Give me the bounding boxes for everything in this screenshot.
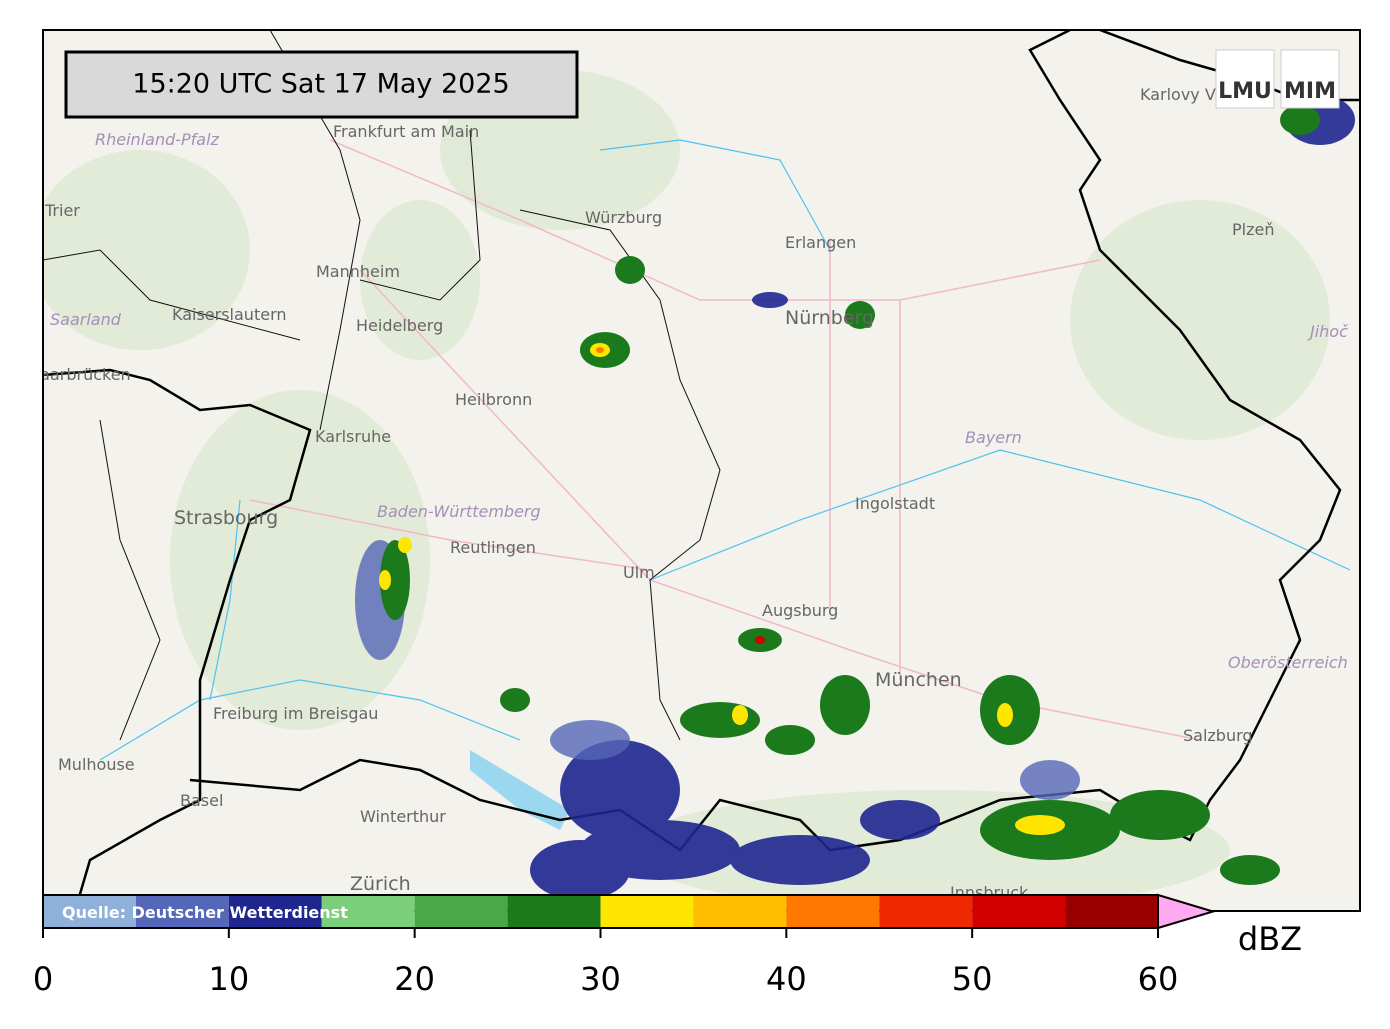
- colorbar-tick-label: 30: [580, 960, 621, 998]
- region-label: Bayern: [965, 428, 1022, 447]
- region-label: Saarland: [50, 310, 122, 329]
- place-labels: Frankfurt am Main Rheinland-Pfalz Trier …: [30, 85, 1349, 902]
- place-label: Zürich: [350, 873, 411, 895]
- place-label: Nürnberg: [785, 307, 874, 329]
- place-label: Strasbourg: [174, 507, 278, 529]
- colorbar-bin: [321, 895, 415, 928]
- place-label: Freiburg im Breisgau: [213, 704, 378, 723]
- place-label: Karlovy Vary: [1140, 85, 1240, 104]
- place-label: Karlsruhe: [315, 427, 391, 446]
- colorbar-tick-label: 20: [394, 960, 435, 998]
- timestamp-box: [64, 50, 579, 119]
- place-label: Erlangen: [785, 233, 856, 252]
- place-label: Würzburg: [585, 208, 662, 227]
- colorbar-tick-label: 10: [208, 960, 249, 998]
- colorbar-tick-label: 60: [1138, 960, 1179, 998]
- region-label: Jihoč: [1307, 322, 1349, 341]
- source-label: Quelle: Deutscher Wetterdienst: [62, 903, 348, 922]
- colorbar-bin: [414, 895, 508, 928]
- colorbar: Quelle: Deutscher Wetterdienst 0 10 20 30 40 5…: [33, 893, 1302, 998]
- colorbar-bin: [786, 895, 880, 928]
- colorbar-bin: [879, 895, 973, 928]
- place-label: Heidelberg: [356, 316, 443, 335]
- place-label: München: [875, 669, 962, 691]
- place-label: Ingolstadt: [855, 494, 935, 513]
- colorbar-bin: [1065, 895, 1158, 928]
- colorbar-bin: [600, 895, 694, 928]
- colorbar-bin: [972, 895, 1066, 928]
- map-area: Frankfurt am Main Rheinland-Pfalz Trier …: [30, 30, 1360, 911]
- place-label: Ulm: [623, 563, 655, 582]
- colorbar-tick-label: 0: [33, 960, 53, 998]
- region-label: Oberösterreich: [1228, 653, 1348, 672]
- place-label: Mulhouse: [58, 755, 135, 774]
- colorbar-unit: dBZ: [1238, 920, 1302, 958]
- colorbar-bin: [507, 895, 601, 928]
- timestamp: 15:20 UTC Sat 17 May 2025: [132, 69, 509, 100]
- logo-box: [1215, 49, 1275, 109]
- place-label: Trier: [44, 201, 80, 220]
- colorbar-bin: [693, 895, 787, 928]
- place-label: Salzburg: [1183, 726, 1253, 745]
- place-label: Kaiserslautern: [172, 305, 287, 324]
- place-label: Reutlingen: [450, 538, 536, 557]
- place-label: Heilbronn: [455, 390, 532, 409]
- colorbar-bin: [228, 895, 322, 928]
- colorbar-bin: [43, 895, 136, 928]
- place-label: Plzeň: [1232, 220, 1274, 239]
- logo-box: [1280, 49, 1340, 109]
- colorbar-tick-label: 50: [952, 960, 993, 998]
- place-label: Basel: [180, 791, 223, 810]
- radar-echoes: [355, 95, 1355, 900]
- logo-text: LMU: [1218, 79, 1272, 104]
- colorbar-tick-label: 40: [766, 960, 807, 998]
- place-label: Saarbrücken: [30, 365, 131, 384]
- place-label: Winterthur: [360, 807, 446, 826]
- region-label: Baden-Württemberg: [377, 502, 541, 521]
- place-label: Augsburg: [762, 601, 838, 620]
- place-label: Frankfurt am Main: [333, 122, 479, 141]
- region-label: Rheinland-Pfalz: [95, 130, 220, 149]
- place-label: Mannheim: [316, 262, 400, 281]
- logo-text: MIM: [1284, 79, 1336, 104]
- colorbar-bin: [135, 895, 229, 928]
